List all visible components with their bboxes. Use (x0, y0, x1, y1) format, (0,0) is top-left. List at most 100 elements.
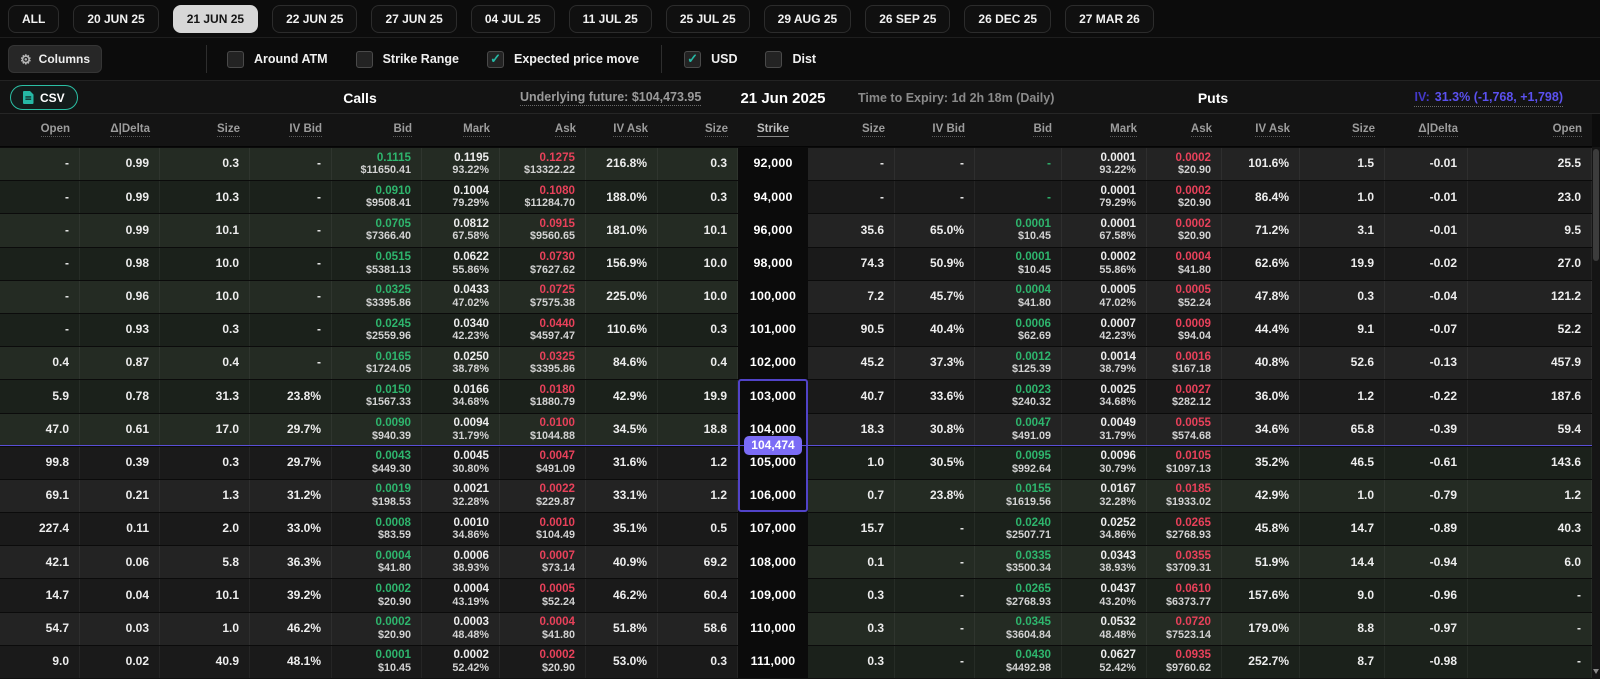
put-ask-cell[interactable]: 0.0105 $1097.13 (1147, 446, 1222, 479)
put-mark-cell[interactable]: 0.0252 34.86% (1062, 513, 1147, 546)
date-tab-27-jun-25[interactable]: 27 JUN 25 (371, 4, 457, 33)
call-mark-cell[interactable]: 0.0622 55.86% (422, 247, 500, 280)
call-mark-cell[interactable]: 0.0340 42.23% (422, 313, 500, 347)
put-bid-cell[interactable]: 0.0240 $2507.71 (975, 513, 1062, 546)
call-mark-cell[interactable]: 0.0006 38.93% (422, 546, 500, 579)
call-bid-cell[interactable]: 0.0245 $2559.96 (332, 313, 422, 347)
scroll-down-arrow-icon[interactable] (1592, 668, 1600, 676)
call-ask-cell[interactable]: 0.0047 $491.09 (500, 446, 586, 479)
date-tab-26-dec-25[interactable]: 26 DEC 25 (964, 4, 1052, 33)
call-bid-cell[interactable]: 0.0150 $1567.33 (332, 380, 422, 413)
put-mark-cell[interactable]: 0.0001 67.58% (1062, 214, 1147, 247)
put-mark-cell[interactable]: 0.0437 43.20% (1062, 579, 1147, 612)
put-mark-cell[interactable]: 0.0007 42.23% (1062, 313, 1147, 347)
put-mark-cell[interactable]: 0.0096 30.79% (1062, 446, 1147, 479)
put-ask-cell[interactable]: 0.0002 $20.90 (1147, 148, 1222, 181)
date-tab-all[interactable]: ALL (8, 4, 60, 33)
put-bid-cell[interactable]: 0.0047 $491.09 (975, 413, 1062, 446)
put-bid-cell[interactable]: 0.0001 $10.45 (975, 247, 1062, 280)
columns-button[interactable]: ⚙ Columns (8, 45, 102, 73)
call-ask-cell[interactable]: 0.0325 $3395.86 (500, 347, 586, 380)
checkbox-expected-price-move[interactable]: ✓ Expected price move (487, 50, 639, 68)
put-mark-cell[interactable]: 0.0002 55.86% (1062, 247, 1147, 280)
call-ask-cell[interactable]: 0.0005 $52.24 (500, 579, 586, 612)
call-ask-cell[interactable]: 0.0007 $73.14 (500, 546, 586, 579)
call-bid-cell[interactable]: 0.0325 $3395.86 (332, 280, 422, 313)
underlying-future-link[interactable]: Underlying future: $104,473.95 (520, 81, 702, 115)
put-bid-cell[interactable]: 0.0345 $3604.84 (975, 612, 1062, 645)
call-bid-cell[interactable]: 0.0165 $1724.05 (332, 347, 422, 380)
csv-export-button[interactable]: CSV (10, 85, 78, 110)
col-header-calls-mark[interactable]: Mark (422, 114, 500, 146)
col-header-calls-bid[interactable]: Bid (332, 114, 422, 146)
put-bid-cell[interactable]: 0.0001 $10.45 (975, 214, 1062, 247)
date-tab-04-jul-25[interactable]: 04 JUL 25 (470, 4, 555, 33)
put-bid-cell[interactable]: 0.0095 $992.64 (975, 446, 1062, 479)
call-ask-cell[interactable]: 0.0022 $229.87 (500, 479, 586, 513)
call-mark-cell[interactable]: 0.0002 52.42% (422, 645, 500, 678)
col-header-calls-open[interactable]: Open (0, 114, 80, 146)
col-header-calls-delta[interactable]: Δ|Delta (80, 114, 160, 146)
date-tab-29-aug-25[interactable]: 29 AUG 25 (763, 4, 852, 33)
put-mark-cell[interactable]: 0.0343 38.93% (1062, 546, 1147, 579)
col-header-puts-open[interactable]: Open (1468, 114, 1592, 146)
put-mark-cell[interactable]: 0.0167 32.28% (1062, 479, 1147, 513)
call-mark-cell[interactable]: 0.1195 93.22% (422, 148, 500, 181)
put-ask-cell[interactable]: 0.0935 $9760.62 (1147, 645, 1222, 678)
put-ask-cell[interactable]: 0.0027 $282.12 (1147, 380, 1222, 413)
call-mark-cell[interactable]: 0.0045 30.80% (422, 446, 500, 479)
put-ask-cell[interactable]: 0.0720 $7523.14 (1147, 612, 1222, 645)
call-bid-cell[interactable]: 0.0001 $10.45 (332, 645, 422, 678)
col-header-puts-delta[interactable]: Δ|Delta (1385, 114, 1468, 146)
col-header-puts-iv_ask[interactable]: IV Ask (1222, 114, 1300, 146)
call-bid-cell[interactable]: 0.0008 $83.59 (332, 513, 422, 546)
col-header-calls-size2[interactable]: Size (658, 114, 738, 146)
call-mark-cell[interactable]: 0.0812 67.58% (422, 214, 500, 247)
call-ask-cell[interactable]: 0.0440 $4597.47 (500, 313, 586, 347)
call-bid-cell[interactable]: 0.1115 $11650.41 (332, 148, 422, 181)
put-bid-cell[interactable]: 0.0155 $1619.56 (975, 479, 1062, 513)
call-bid-cell[interactable]: 0.0705 $7366.40 (332, 214, 422, 247)
col-header-calls-size[interactable]: Size (160, 114, 250, 146)
put-ask-cell[interactable]: 0.0055 $574.68 (1147, 413, 1222, 446)
put-ask-cell[interactable]: 0.0009 $94.04 (1147, 313, 1222, 347)
date-tab-27-mar-26[interactable]: 27 MAR 26 (1065, 4, 1154, 33)
call-ask-cell[interactable]: 0.0180 $1880.79 (500, 380, 586, 413)
call-mark-cell[interactable]: 0.0250 38.78% (422, 347, 500, 380)
put-bid-cell[interactable]: 0.0023 $240.32 (975, 380, 1062, 413)
put-mark-cell[interactable]: 0.0025 34.68% (1062, 380, 1147, 413)
scrollbar-track[interactable] (1592, 147, 1600, 679)
col-header-calls-ask[interactable]: Ask (500, 114, 586, 146)
call-bid-cell[interactable]: 0.0019 $198.53 (332, 479, 422, 513)
call-mark-cell[interactable]: 0.0004 43.19% (422, 579, 500, 612)
put-bid-cell[interactable]: 0.0006 $62.69 (975, 313, 1062, 347)
put-bid-cell[interactable]: - (975, 148, 1062, 181)
call-mark-cell[interactable]: 0.0010 34.86% (422, 513, 500, 546)
put-mark-cell[interactable]: 0.0532 48.48% (1062, 612, 1147, 645)
call-mark-cell[interactable]: 0.0166 34.68% (422, 380, 500, 413)
call-mark-cell[interactable]: 0.0094 31.79% (422, 413, 500, 446)
call-ask-cell[interactable]: 0.0915 $9560.65 (500, 214, 586, 247)
put-ask-cell[interactable]: 0.0185 $1933.02 (1147, 479, 1222, 513)
call-bid-cell[interactable]: 0.0004 $41.80 (332, 546, 422, 579)
date-tab-25-jul-25[interactable]: 25 JUL 25 (665, 4, 750, 33)
iv-summary-link[interactable]: IV: 31.3% (-1,768, +1,798) (1414, 81, 1563, 115)
col-header-puts-size2[interactable]: Size (1300, 114, 1385, 146)
date-tab-21-jun-25[interactable]: 21 JUN 25 (172, 4, 259, 33)
call-bid-cell[interactable]: 0.0910 $9508.41 (332, 181, 422, 214)
call-ask-cell[interactable]: 0.0002 $20.90 (500, 645, 586, 678)
put-bid-cell[interactable]: 0.0265 $2768.93 (975, 579, 1062, 612)
date-tab-20-jun-25[interactable]: 20 JUN 25 (73, 4, 159, 33)
date-tab-26-sep-25[interactable]: 26 SEP 25 (865, 4, 951, 33)
call-bid-cell[interactable]: 0.0002 $20.90 (332, 612, 422, 645)
scrollbar-thumb[interactable] (1593, 149, 1599, 261)
call-bid-cell[interactable]: 0.0090 $940.39 (332, 413, 422, 446)
col-header-calls-iv_ask[interactable]: IV Ask (586, 114, 658, 146)
put-bid-cell[interactable]: - (975, 181, 1062, 214)
call-ask-cell[interactable]: 0.0010 $104.49 (500, 513, 586, 546)
call-ask-cell[interactable]: 0.0100 $1044.88 (500, 413, 586, 446)
checkbox-usd[interactable]: ✓ USD (684, 50, 737, 68)
col-header-puts-mark[interactable]: Mark (1062, 114, 1147, 146)
put-ask-cell[interactable]: 0.0005 $52.24 (1147, 280, 1222, 313)
put-mark-cell[interactable]: 0.0014 38.79% (1062, 347, 1147, 380)
